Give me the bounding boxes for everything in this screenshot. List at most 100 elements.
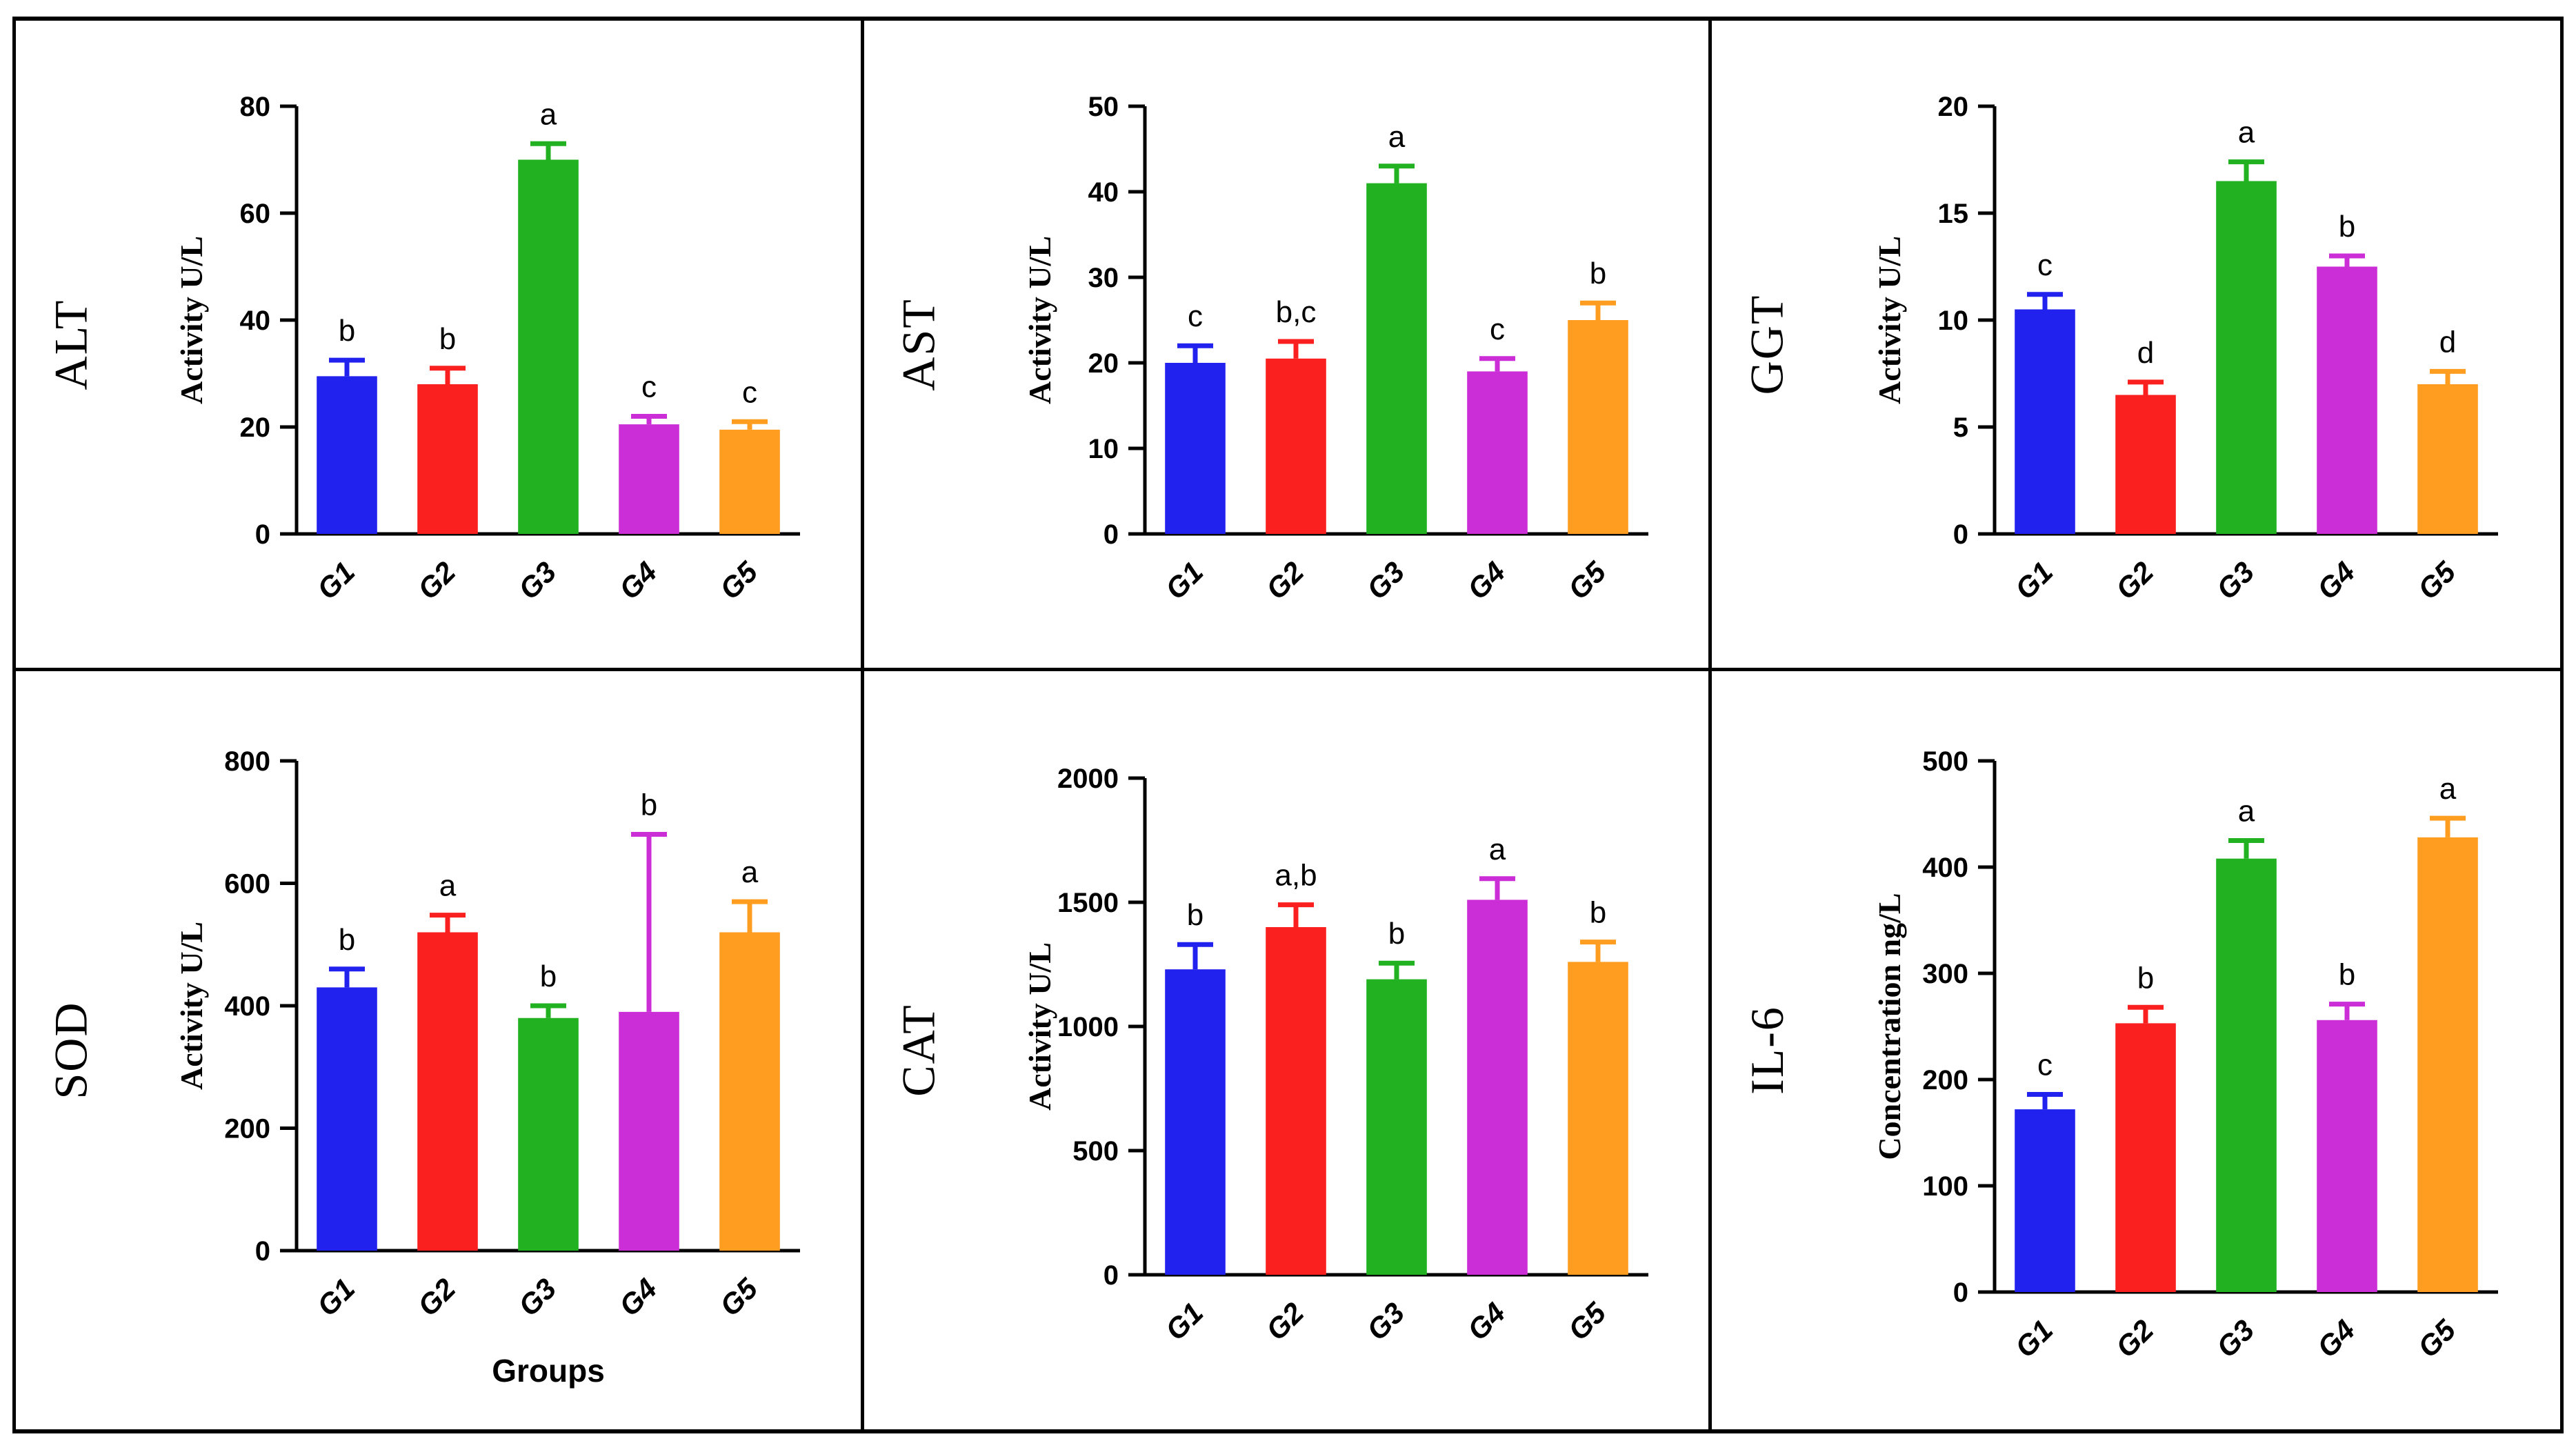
y-tick-label: 0 xyxy=(1953,1278,1968,1308)
panel-label-cat: CAT xyxy=(864,671,975,1429)
chart-ast: 0 10 20 30 40 50 Activity U/L c G1 b,c G2 a G3 c G4 b G5 xyxy=(975,21,1709,668)
panel-label-text: GGT xyxy=(1740,294,1793,395)
bar-chart-AST: 0 10 20 30 40 50 Activity U/L c G1 b,c G2 a G3 c G4 b G5 xyxy=(1022,92,1648,606)
y-tick-label: 0 xyxy=(1104,519,1119,550)
y-tick-label: 2000 xyxy=(1057,764,1119,794)
figure-grid: ALT 0 20 40 60 80 Activity U/L b G1 b G2 a G3 c G4 c G5… xyxy=(12,17,2564,1433)
chart-ggt: 0 5 10 15 20 Activity U/L c G1 d G2 a G3 b G4 d G5 xyxy=(1822,21,2560,668)
x-tick-label: G3 xyxy=(2210,555,2261,606)
x-tick-label: G1 xyxy=(2009,1313,2059,1364)
panel-label-text: AST xyxy=(892,297,946,391)
x-tick-label: G4 xyxy=(1461,1296,1511,1347)
y-tick-label: 15 xyxy=(1938,199,1969,229)
panel-label-ast: AST xyxy=(864,21,975,668)
sig-letter: c xyxy=(2037,1048,2053,1082)
y-axis-title: Concentration ng/L xyxy=(1872,893,1907,1160)
panel-label-alt: ALT xyxy=(16,21,126,668)
panel-cat: CAT 0 500 1000 1500 2000 Activity U/L b G1 a,b G2… xyxy=(863,671,1713,1429)
x-tick-label: G4 xyxy=(613,1272,663,1322)
sig-letter: a xyxy=(2439,772,2457,806)
x-tick-label: G4 xyxy=(1461,555,1511,606)
panel-ast: AST 0 10 20 30 40 50 Activity U/L c G1 b,c G2 a G3 c G… xyxy=(863,21,1713,672)
sig-letter: b xyxy=(2339,957,2355,991)
y-axis-title: Activity U/L xyxy=(174,922,209,1090)
x-tick-label: G3 xyxy=(512,555,563,606)
x-tick-label: G4 xyxy=(2311,555,2362,606)
sig-letter: a,b xyxy=(1275,858,1317,892)
y-axis-title: Activity U/L xyxy=(1872,236,1907,404)
bar-G5 xyxy=(719,430,781,535)
sig-letter: b xyxy=(1388,917,1405,951)
y-tick-label: 500 xyxy=(1072,1136,1119,1166)
bar-G4 xyxy=(2317,266,2377,535)
x-tick-label: G2 xyxy=(1259,555,1310,606)
bar-G1 xyxy=(1165,969,1226,1275)
y-tick-label: 20 xyxy=(1938,92,1969,122)
y-tick-label: 0 xyxy=(1953,519,1968,550)
y-tick-label: 0 xyxy=(1104,1260,1119,1291)
bar-G1 xyxy=(317,987,378,1251)
y-tick-label: 300 xyxy=(1922,959,1968,989)
sig-letter: b xyxy=(439,322,456,356)
sig-letter: b xyxy=(339,314,355,348)
y-tick-label: 0 xyxy=(255,519,270,550)
bar-G4 xyxy=(619,424,680,535)
x-tick-label: G2 xyxy=(2110,555,2160,606)
panel-label-sod: SOD xyxy=(16,671,126,1429)
y-tick-label: 10 xyxy=(1088,434,1119,464)
panel-label-ggt: GGT xyxy=(1712,21,1822,668)
y-tick-label: 50 xyxy=(1088,92,1119,122)
y-tick-label: 80 xyxy=(240,92,271,122)
sig-letter: a xyxy=(1489,832,1506,866)
sig-letter: a xyxy=(2238,116,2255,150)
y-tick-label: 500 xyxy=(1922,746,1968,777)
bar-G4 xyxy=(619,1011,680,1251)
x-tick-label: G3 xyxy=(1360,555,1410,606)
y-axis-title: Activity U/L xyxy=(174,236,209,404)
x-tick-label: G4 xyxy=(613,555,663,606)
y-tick-label: 600 xyxy=(225,868,271,899)
bar-G4 xyxy=(2317,1020,2377,1292)
bar-G1 xyxy=(317,376,378,535)
y-tick-label: 40 xyxy=(1088,177,1119,208)
y-tick-label: 1500 xyxy=(1057,888,1119,918)
y-tick-label: 200 xyxy=(225,1113,271,1144)
y-tick-label: 100 xyxy=(1922,1171,1968,1202)
x-tick-label: G2 xyxy=(1259,1296,1310,1347)
panel-label-il6: IL-6 xyxy=(1712,671,1822,1429)
panel-label-text: CAT xyxy=(892,1004,946,1097)
x-tick-label: G5 xyxy=(2412,1313,2462,1363)
bar-G1 xyxy=(1165,363,1226,535)
x-tick-label: G1 xyxy=(311,555,361,606)
y-tick-label: 30 xyxy=(1088,263,1119,293)
bar-G3 xyxy=(518,159,579,535)
y-tick-label: 10 xyxy=(1938,306,1969,336)
x-tick-label: G5 xyxy=(2412,555,2462,606)
bar-G3 xyxy=(518,1017,579,1251)
chart-sod: 0 200 400 600 800 Activity U/L b G1 a G2 b G3 b G4 a G5… xyxy=(126,671,861,1429)
x-tick-label: G3 xyxy=(512,1272,563,1322)
chart-cat: 0 500 1000 1500 2000 Activity U/L b G1 a,b G2 b G3 a… xyxy=(975,671,1709,1429)
bar-G5 xyxy=(719,932,781,1251)
bar-G2 xyxy=(1266,358,1326,535)
x-tick-label: G5 xyxy=(1561,1295,1612,1346)
sig-letter: d xyxy=(2439,326,2456,359)
x-axis-title: Groups xyxy=(492,1353,606,1389)
sig-letter: c xyxy=(2037,248,2053,282)
sig-letter: b xyxy=(339,922,355,956)
y-tick-label: 400 xyxy=(1922,853,1968,883)
sig-letter: b xyxy=(1187,898,1204,932)
sig-letter: b xyxy=(1590,895,1606,929)
bar-G1 xyxy=(2015,1109,2075,1292)
panel-label-text: ALT xyxy=(44,299,97,390)
bar-G4 xyxy=(1467,371,1528,535)
sig-letter: b xyxy=(540,960,557,993)
x-tick-label: G1 xyxy=(2009,555,2059,606)
y-tick-label: 1000 xyxy=(1057,1012,1119,1042)
y-tick-label: 200 xyxy=(1922,1065,1968,1095)
sig-letter: b xyxy=(2339,210,2355,244)
sig-letter: d xyxy=(2137,336,2154,370)
bar-G2 xyxy=(417,384,479,535)
x-tick-label: G5 xyxy=(1561,555,1612,606)
panel-label-text: SOD xyxy=(44,1001,97,1100)
